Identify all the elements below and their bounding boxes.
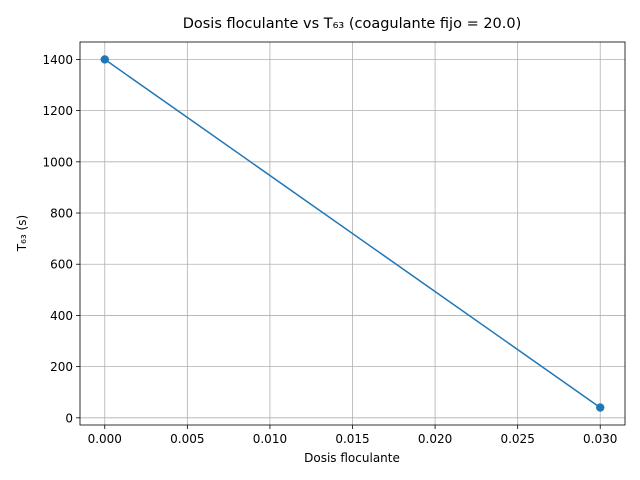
- x-axis-label: Dosis floculante: [304, 451, 400, 465]
- y-axis-label: T₆₃ (s): [15, 215, 29, 252]
- x-tick-label: 0.030: [583, 432, 617, 446]
- y-tick-label: 800: [50, 207, 73, 221]
- x-tick-label: 0.020: [418, 432, 452, 446]
- y-tick-label: 1400: [42, 53, 73, 67]
- y-axis-ticks: 0 200 400 600 800 1000 1200 1400: [42, 53, 80, 425]
- data-point: [100, 55, 109, 64]
- x-tick-label: 0.010: [253, 432, 287, 446]
- y-tick-label: 200: [50, 360, 73, 374]
- data-point: [596, 403, 605, 412]
- grid-lines: [80, 42, 625, 425]
- y-tick-label: 600: [50, 258, 73, 272]
- series-line: [104, 58, 601, 409]
- x-tick-label: 0.025: [500, 432, 534, 446]
- x-tick-label: 0.015: [335, 432, 369, 446]
- y-tick-label: 0: [65, 411, 73, 425]
- x-tick-label: 0.005: [170, 432, 204, 446]
- x-axis-ticks: 0.000 0.005 0.010 0.015 0.020 0.025 0.030: [88, 425, 617, 446]
- y-tick-label: 1000: [42, 155, 73, 169]
- chart-title: Dosis floculante vs T₆₃ (coagulante fijo…: [183, 16, 522, 32]
- series: [100, 55, 605, 412]
- y-tick-label: 400: [50, 309, 73, 323]
- y-tick-label: 1200: [42, 104, 73, 118]
- x-tick-label: 0.000: [88, 432, 122, 446]
